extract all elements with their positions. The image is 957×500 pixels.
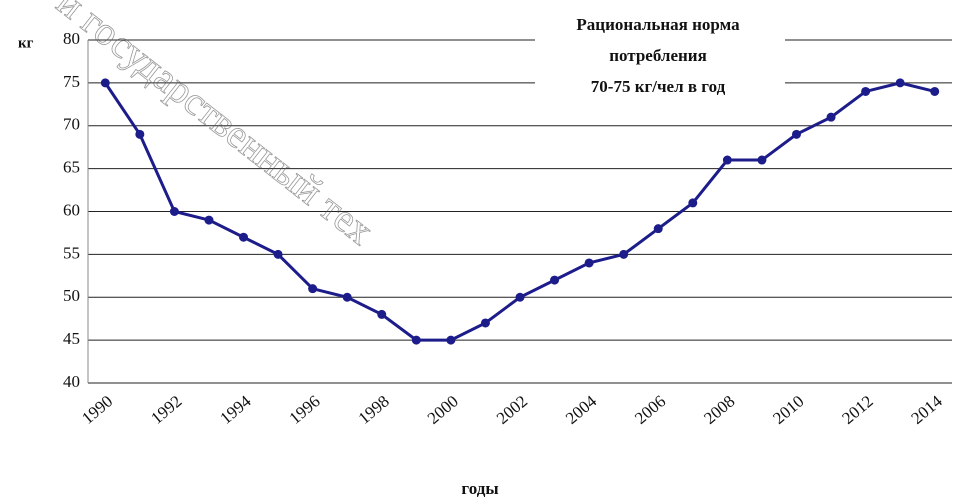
point (757, 155, 767, 165)
point (204, 215, 214, 225)
point (446, 335, 456, 345)
x-tick-label: 1990 (78, 392, 116, 428)
point (653, 224, 663, 234)
y-axis-label: кг (18, 35, 34, 51)
x-tick-label: 2006 (631, 392, 669, 428)
point (411, 335, 421, 345)
x-tick-label: 2004 (562, 391, 601, 428)
point (688, 198, 698, 208)
x-tick-label: 1996 (285, 392, 323, 428)
y-tick-label: 70 (63, 115, 80, 134)
point (135, 129, 145, 139)
y-tick-label: 60 (63, 200, 80, 219)
point (930, 86, 940, 96)
annotation-text: Рациональная норма (576, 15, 740, 34)
point (169, 207, 179, 216)
point (791, 129, 801, 139)
point (308, 284, 318, 294)
point (342, 292, 352, 302)
annotation-text: 70-75 кг/чел в год (591, 77, 726, 96)
y-tick-label: 80 (63, 29, 80, 48)
point (895, 78, 905, 88)
annotation-box (535, 8, 785, 106)
x-tick-label: 2014 (908, 391, 947, 428)
x-tick-label: 1994 (216, 391, 255, 428)
y-tick-label: 50 (63, 286, 80, 305)
x-tick-label: 2002 (493, 392, 531, 428)
x-tick-label: 2000 (424, 392, 462, 428)
point (480, 318, 490, 328)
annotation-text: потребления (609, 46, 707, 65)
point (550, 275, 560, 285)
point (515, 292, 525, 302)
point (722, 155, 732, 165)
point (100, 78, 110, 88)
point (273, 249, 283, 259)
x-tick-label: 1992 (147, 392, 185, 428)
y-tick-label: 55 (63, 243, 80, 262)
x-tick-label: 2012 (838, 392, 876, 428)
x-axis-label: годы (461, 479, 498, 498)
y-tick-label: 40 (63, 372, 80, 391)
y-tick-label: 65 (63, 158, 80, 177)
point (861, 86, 871, 96)
point (584, 258, 594, 268)
y-tick-label: 45 (63, 329, 80, 348)
point (619, 249, 629, 259)
x-tick-label: 1998 (355, 392, 393, 428)
point (826, 112, 836, 122)
watermark: й государственный тех (49, 0, 383, 253)
point (239, 232, 249, 242)
y-tick-label: 75 (63, 72, 80, 91)
x-tick-label: 2010 (769, 392, 807, 428)
x-tick-label: 2008 (700, 392, 738, 428)
point (377, 309, 387, 319)
